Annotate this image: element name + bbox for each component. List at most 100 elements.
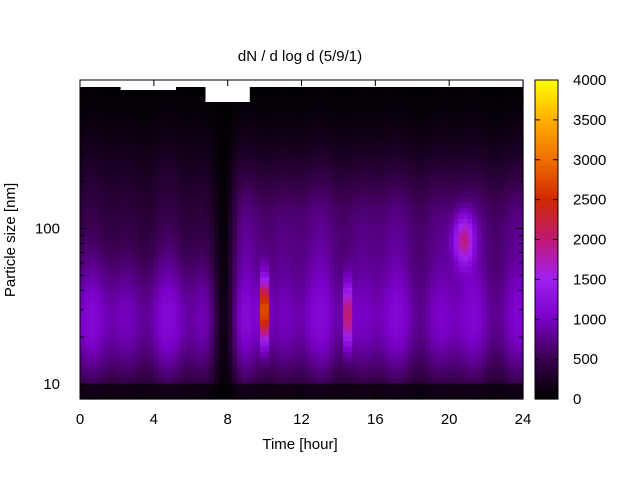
heatmap-cell	[218, 345, 224, 352]
heatmap-cell	[121, 95, 127, 102]
heatmap-cell	[199, 393, 206, 400]
heatmap-cell	[163, 106, 169, 113]
heatmap-cell	[167, 303, 173, 310]
heatmap-cell	[181, 377, 187, 384]
heatmap-cell	[403, 127, 409, 134]
heatmap-cell	[398, 175, 404, 182]
heatmap-cell	[158, 170, 164, 177]
heatmap-cell	[283, 335, 289, 342]
heatmap-cell	[204, 223, 210, 230]
heatmap-cell	[227, 138, 233, 145]
heatmap-cell	[209, 234, 215, 241]
heatmap-cell	[190, 122, 196, 129]
heatmap-cell	[130, 266, 136, 272]
heatmap-cell	[80, 159, 86, 166]
heatmap-cell	[463, 345, 469, 352]
heatmap-cell	[98, 372, 104, 379]
heatmap-cell	[199, 287, 206, 294]
heatmap-cell	[393, 175, 399, 182]
heatmap-cell	[375, 111, 381, 118]
heatmap-cell	[379, 361, 386, 368]
heatmap-cell	[195, 117, 201, 124]
heatmap-cell	[264, 95, 270, 102]
heatmap-cell	[103, 383, 109, 389]
heatmap-cell	[264, 90, 270, 97]
heatmap-cell	[338, 335, 344, 342]
heatmap-cell	[139, 101, 146, 108]
heatmap-cell	[444, 117, 450, 124]
heatmap-cell	[153, 165, 160, 171]
heatmap-cell	[112, 186, 118, 193]
heatmap-cell	[93, 181, 100, 187]
heatmap-cell	[370, 212, 376, 219]
heatmap-cell	[310, 186, 316, 193]
heatmap-cell	[356, 127, 363, 134]
heatmap-cell	[153, 218, 160, 225]
heatmap-cell	[278, 255, 284, 262]
heatmap-cell	[435, 292, 441, 299]
heatmap-cell	[80, 202, 86, 209]
heatmap-cell	[319, 319, 326, 326]
heatmap-cell	[310, 244, 316, 251]
heatmap-cell	[458, 276, 464, 283]
heatmap-cell	[158, 149, 164, 156]
heatmap-cell	[195, 228, 201, 235]
heatmap-cell	[412, 297, 418, 304]
heatmap-cell	[338, 383, 344, 389]
heatmap-cell	[389, 271, 395, 278]
heatmap-cell	[84, 361, 90, 368]
heatmap-cell	[333, 154, 340, 161]
heatmap-cell	[181, 297, 187, 304]
heatmap-cell	[421, 351, 427, 358]
heatmap-cell	[444, 154, 450, 161]
heatmap-cell	[370, 90, 376, 97]
heatmap-cell	[426, 345, 432, 352]
heatmap-cell	[103, 351, 109, 358]
heatmap-cell	[426, 282, 432, 288]
heatmap-cell	[172, 159, 178, 166]
heatmap-cell	[181, 143, 187, 150]
heatmap-cell	[310, 165, 316, 171]
heatmap-cell	[269, 186, 275, 193]
heatmap-cell	[144, 117, 150, 124]
heatmap-cell	[223, 234, 229, 241]
heatmap-cell	[301, 170, 307, 177]
heatmap-cell	[278, 340, 284, 347]
heatmap-cell	[361, 351, 367, 358]
heatmap-cell	[403, 383, 409, 389]
heatmap-cell	[439, 266, 446, 272]
heatmap-cell	[98, 324, 104, 331]
heatmap-cell	[121, 351, 127, 358]
heatmap-cell	[319, 345, 326, 352]
heatmap-cell	[458, 207, 464, 214]
heatmap-cell	[204, 239, 210, 246]
heatmap-cell	[389, 122, 395, 129]
heatmap-cell	[333, 361, 340, 368]
heatmap-cell	[407, 271, 413, 278]
heatmap-cell	[190, 228, 196, 235]
heatmap-cell	[213, 250, 220, 257]
heatmap-cell	[126, 340, 132, 347]
heatmap-cell	[176, 111, 183, 118]
heatmap-cell	[338, 303, 344, 310]
heatmap-cell	[449, 351, 455, 358]
heatmap-cell	[227, 345, 233, 352]
heatmap-cell	[435, 372, 441, 379]
heatmap-cell	[204, 133, 210, 140]
heatmap-cell	[135, 308, 141, 315]
heatmap-cell	[333, 282, 340, 288]
heatmap-cell	[107, 244, 113, 251]
heatmap-cell	[255, 340, 261, 347]
heatmap-cell	[273, 85, 280, 92]
heatmap-cell	[158, 340, 164, 347]
heatmap-cell	[356, 383, 363, 389]
heatmap-cell	[430, 308, 436, 315]
heatmap-cell	[232, 149, 238, 156]
heatmap-cell	[195, 292, 201, 299]
heatmap-cell	[389, 212, 395, 219]
heatmap-cell	[416, 255, 423, 262]
heatmap-cell	[204, 393, 210, 400]
heatmap-cell	[379, 101, 386, 108]
heatmap-cell	[163, 186, 169, 193]
heatmap-cell	[250, 95, 256, 102]
